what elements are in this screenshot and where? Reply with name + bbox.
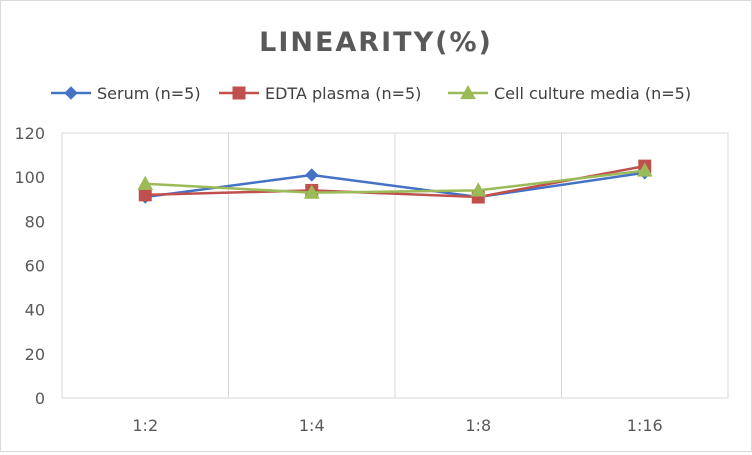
chart-title: LINEARITY(%): [259, 27, 493, 58]
y-tick-label: 60: [25, 257, 45, 276]
series-3: [137, 162, 653, 199]
x-tick-label: 1:2: [132, 416, 158, 435]
legend-label: Cell culture media (n=5): [494, 84, 691, 103]
axes: 0 20 40 60 80 100 120 1:2 1:4 1:8 1:16: [14, 124, 662, 435]
x-tick-label: 1:16: [627, 416, 663, 435]
legend-item: Cell culture media (n=5): [448, 84, 691, 103]
series-layer: [137, 159, 653, 204]
data-point: [305, 168, 319, 182]
legend-marker: [64, 86, 78, 100]
series-line: [145, 169, 645, 194]
x-tick-label: 1:4: [299, 416, 325, 435]
grid: [61, 132, 729, 399]
x-tick-label: 1:8: [465, 416, 491, 435]
data-point: [138, 188, 152, 202]
y-tick-label: 120: [14, 124, 45, 143]
series-line: [145, 171, 645, 199]
plot-area: [61, 132, 729, 399]
y-tick-label: 40: [25, 301, 45, 320]
data-point: [636, 162, 653, 177]
y-tick-label: 20: [25, 345, 45, 364]
legend: Serum (n=5) EDTA plasma (n=5) Cell culture…: [51, 84, 691, 103]
data-point: [470, 182, 487, 197]
legend-marker: [232, 86, 246, 100]
y-tick-label: 0: [35, 389, 45, 408]
legend-label: Serum (n=5): [97, 84, 201, 103]
y-tick-label: 80: [25, 212, 45, 231]
data-point: [137, 175, 154, 190]
legend-item: Serum (n=5): [51, 84, 201, 103]
legend-marker: [460, 84, 476, 100]
legend-item: EDTA plasma (n=5): [219, 84, 421, 103]
y-tick-label: 100: [14, 168, 45, 187]
data-point: [303, 184, 320, 199]
legend-label: EDTA plasma (n=5): [265, 84, 421, 103]
